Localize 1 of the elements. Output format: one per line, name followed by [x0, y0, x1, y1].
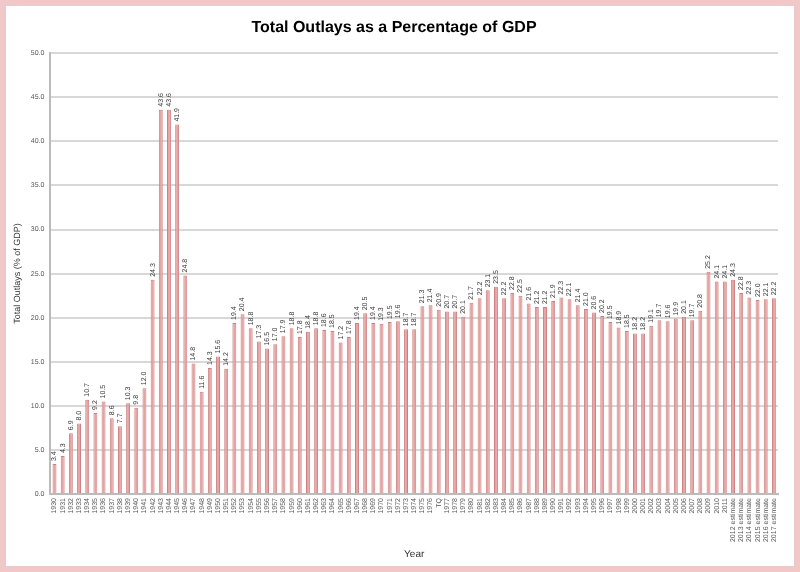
- chart-title: Total Outlays as a Percentage of GDP: [251, 18, 538, 37]
